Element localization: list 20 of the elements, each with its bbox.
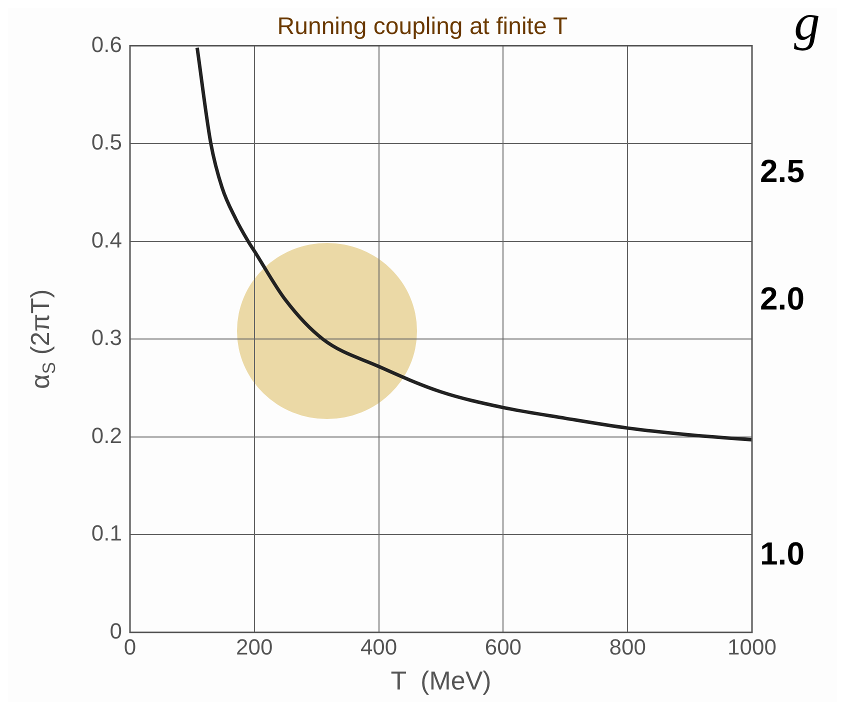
y2-tick-label: 2.5 xyxy=(760,153,804,190)
y2-tick-label: 2.0 xyxy=(760,280,804,317)
y-axis-title: αS (2πT) xyxy=(25,289,59,390)
y2-tick-label: 1.0 xyxy=(760,536,804,572)
x-tick-label: 400 xyxy=(360,634,398,660)
x-tick-label: 200 xyxy=(236,634,273,660)
chart-title: Running coupling at finite T xyxy=(277,13,568,40)
y-tick-label: 0.6 xyxy=(91,32,122,57)
y-tick-label: 0 xyxy=(110,618,122,644)
x-tick-label: 1000 xyxy=(728,634,776,660)
y-tick-label: 0.1 xyxy=(91,520,122,546)
y-tick-label: 0.3 xyxy=(91,325,122,350)
y-tick-label: 0.5 xyxy=(91,130,122,155)
x-tick-label: 600 xyxy=(484,634,522,660)
line-series xyxy=(195,46,752,442)
y-tick-label: 0.2 xyxy=(91,422,122,448)
y2-axis-title: g xyxy=(794,0,820,52)
y-tick-label: 0.4 xyxy=(91,227,122,252)
x-axis-title: T (MeV) xyxy=(390,666,492,696)
x-tick-label: 800 xyxy=(609,634,646,660)
